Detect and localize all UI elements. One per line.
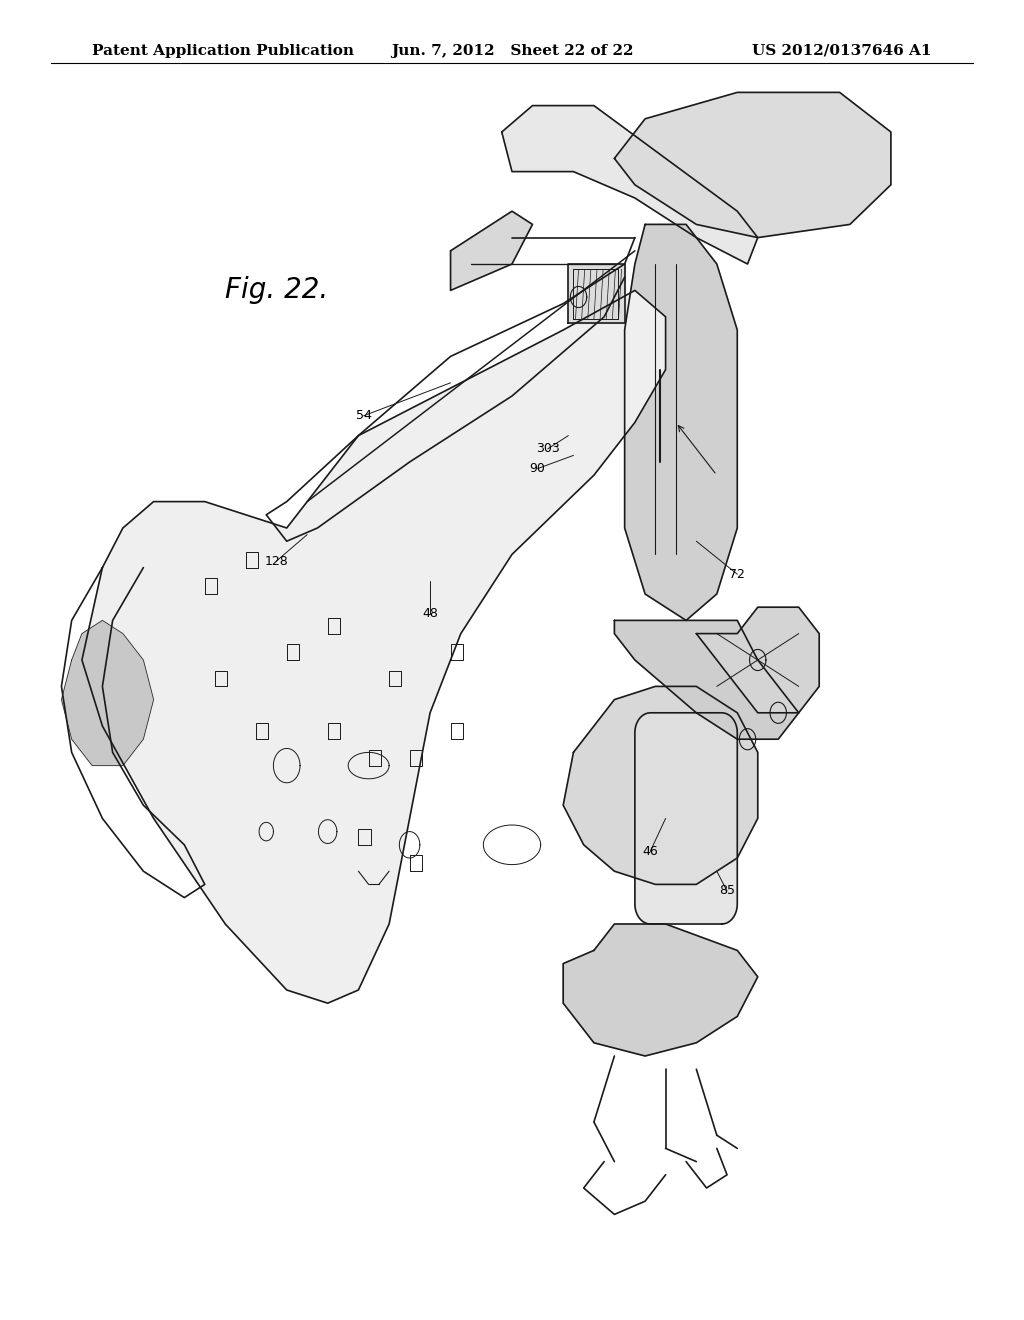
Polygon shape bbox=[568, 264, 625, 323]
Text: 128: 128 bbox=[264, 554, 289, 568]
Text: 90: 90 bbox=[529, 462, 546, 475]
Polygon shape bbox=[502, 106, 758, 264]
Text: Jun. 7, 2012   Sheet 22 of 22: Jun. 7, 2012 Sheet 22 of 22 bbox=[391, 44, 633, 58]
Polygon shape bbox=[451, 211, 532, 290]
Text: 54: 54 bbox=[355, 409, 372, 422]
Text: Patent Application Publication: Patent Application Publication bbox=[92, 44, 354, 58]
Polygon shape bbox=[563, 924, 758, 1056]
Polygon shape bbox=[563, 686, 758, 884]
Text: US 2012/0137646 A1: US 2012/0137646 A1 bbox=[753, 44, 932, 58]
Polygon shape bbox=[614, 620, 799, 739]
Polygon shape bbox=[625, 224, 737, 620]
Text: 48: 48 bbox=[422, 607, 438, 620]
Polygon shape bbox=[696, 607, 819, 713]
Text: Fig. 22.: Fig. 22. bbox=[225, 276, 328, 305]
Text: 303: 303 bbox=[536, 442, 560, 455]
Polygon shape bbox=[635, 713, 737, 924]
Polygon shape bbox=[61, 620, 154, 766]
Polygon shape bbox=[614, 92, 891, 238]
Text: 85: 85 bbox=[719, 884, 735, 898]
Text: 46: 46 bbox=[642, 845, 658, 858]
Polygon shape bbox=[82, 290, 666, 1003]
Text: 72: 72 bbox=[729, 568, 745, 581]
